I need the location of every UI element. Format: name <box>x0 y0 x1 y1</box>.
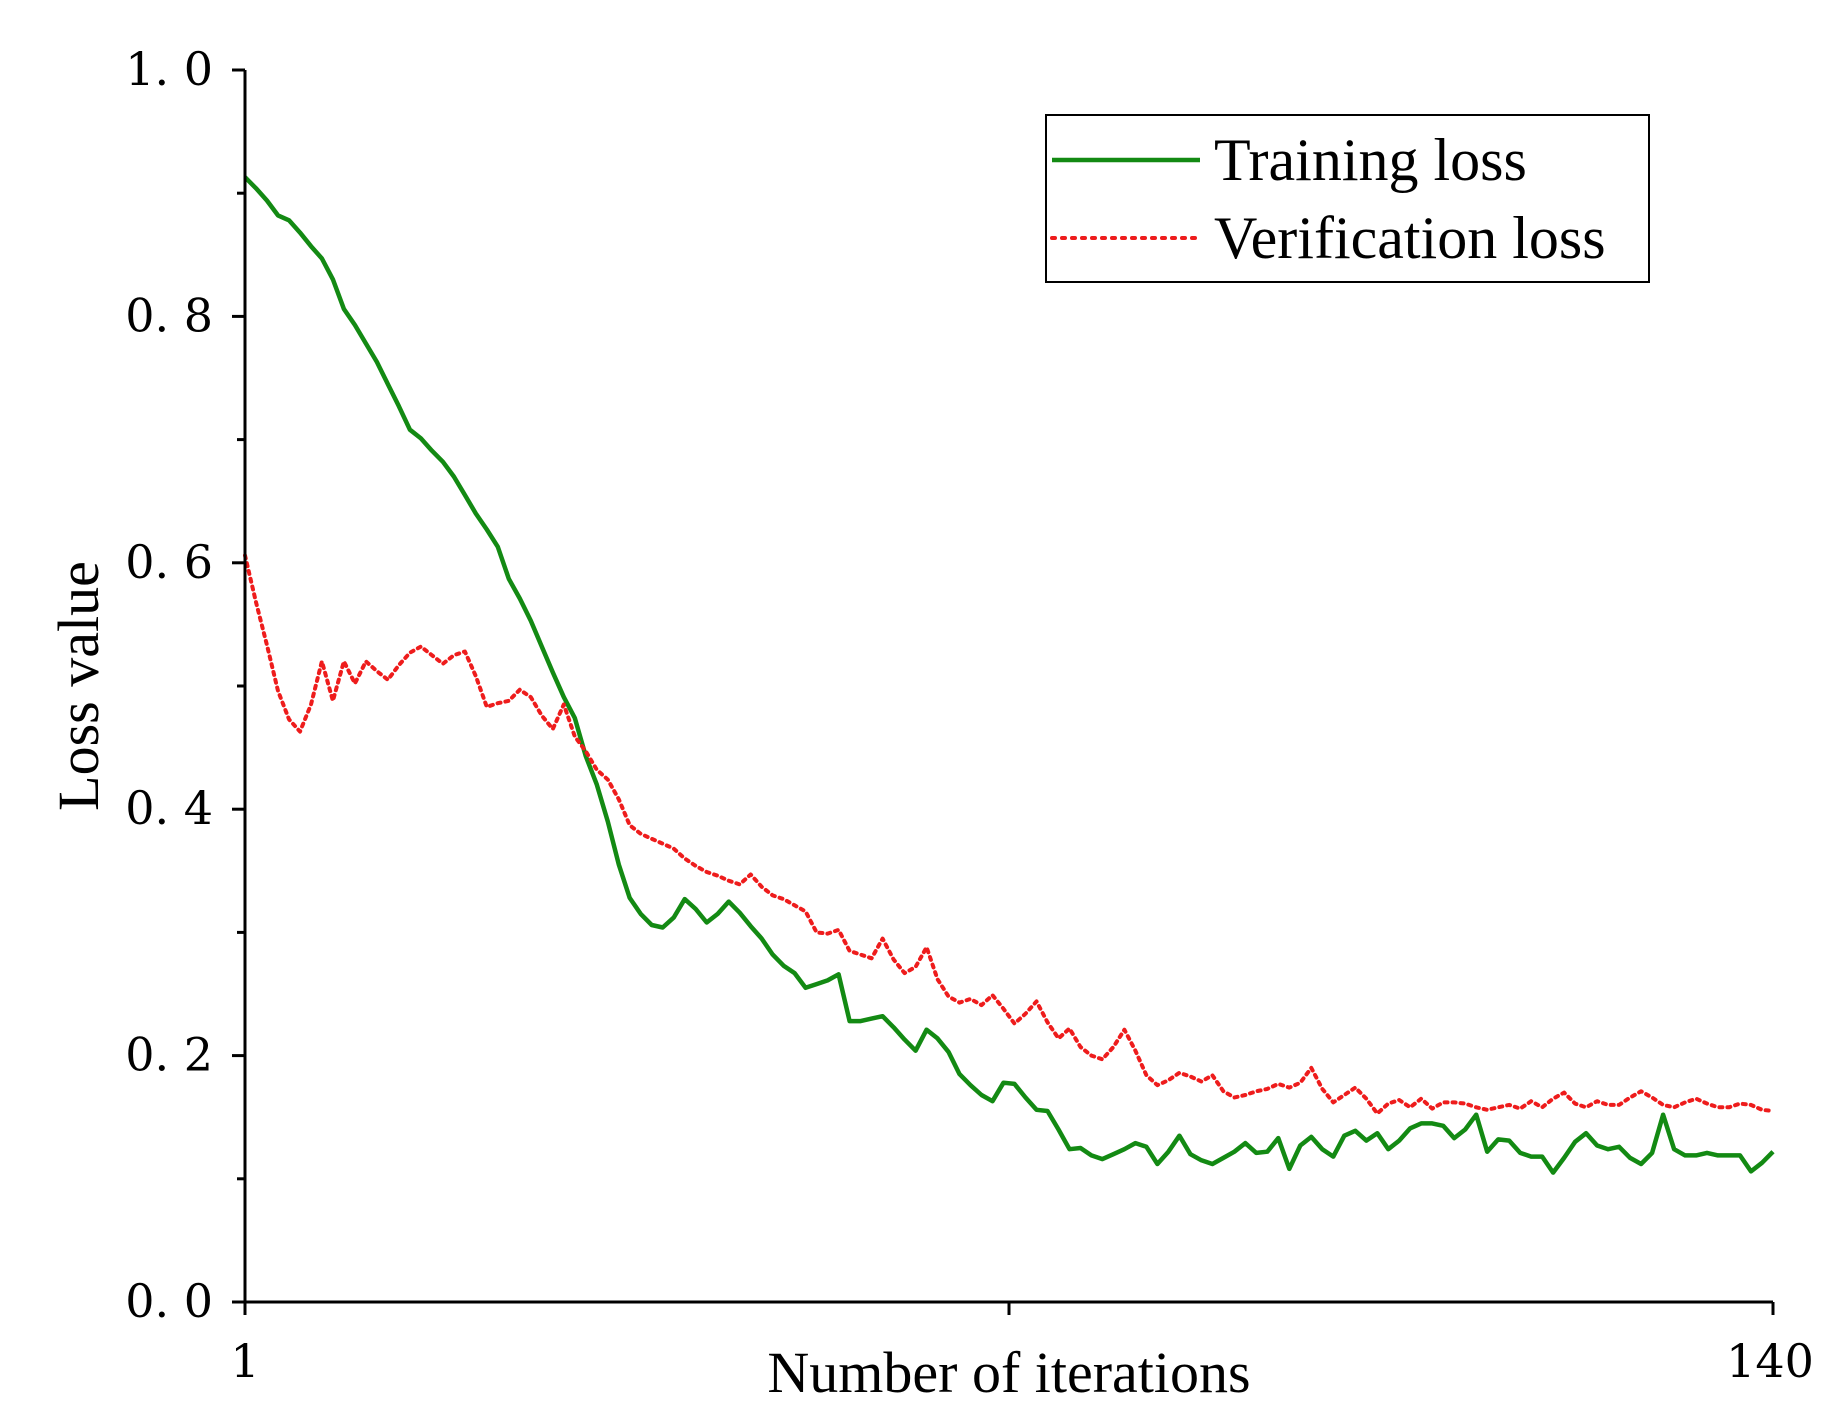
y-tick-label: 0. 8 <box>125 288 213 342</box>
x-axis-title: Number of iterations <box>767 1340 1250 1405</box>
series-line-training-loss <box>243 175 1775 1175</box>
series-layer <box>243 175 1775 1175</box>
legend-label-verification-loss: Verification loss <box>1214 205 1606 271</box>
y-axis-title: Loss value <box>46 561 111 811</box>
legend-label-training-loss: Training loss <box>1214 127 1527 193</box>
y-tick-label: 0. 0 <box>125 1274 213 1328</box>
y-tick-label: 0. 4 <box>125 781 213 835</box>
x-tick-label-end: 140 <box>1726 1334 1814 1388</box>
x-tick-label-start: 1 <box>230 1334 259 1388</box>
y-tick-label: 1. 0 <box>125 42 213 96</box>
legend-box <box>1045 114 1650 283</box>
series-line-verification-loss <box>243 553 1775 1116</box>
legend: Training loss Verification loss <box>1045 114 1650 283</box>
ticks-layer: 0. 0 0. 2 0. 4 0. 6 0. 8 1. 0 1 140 <box>125 42 1814 1388</box>
y-tick-label: 0. 6 <box>125 535 213 589</box>
y-tick-label: 0. 2 <box>125 1028 213 1082</box>
